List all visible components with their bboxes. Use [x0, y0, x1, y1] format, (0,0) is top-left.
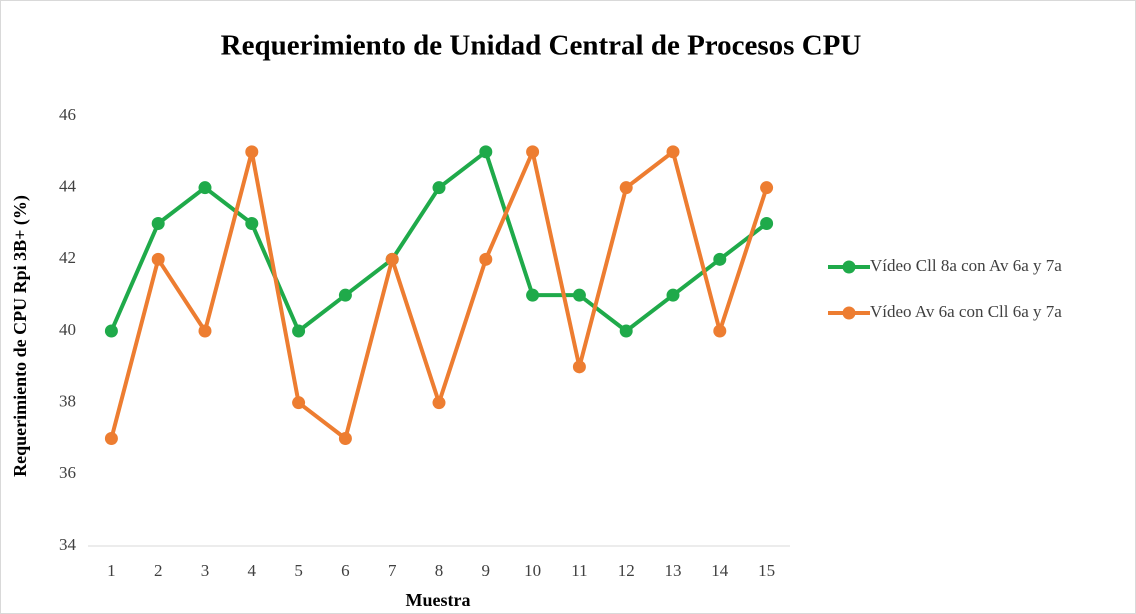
data-point [526, 145, 540, 159]
data-point [104, 432, 118, 445]
y-tick-label: 38 [59, 392, 76, 411]
y-axis-title: Requerimiento de CPU Rpi 3B+ (%) [10, 195, 31, 477]
x-tick-label: 5 [294, 561, 303, 580]
data-point [760, 181, 774, 195]
data-point [432, 181, 446, 195]
legend-marker [842, 306, 856, 320]
y-tick-label: 44 [59, 177, 77, 196]
data-point [713, 252, 727, 266]
x-tick-label: 3 [201, 561, 210, 580]
y-tick-label: 36 [59, 463, 76, 482]
data-point [245, 145, 259, 159]
data-point [385, 252, 399, 266]
data-point [526, 288, 540, 302]
data-point [713, 324, 727, 338]
chart-title: Requerimiento de Unidad Central de Proce… [221, 30, 862, 62]
x-tick-label: 15 [758, 561, 775, 580]
data-point [338, 288, 352, 302]
data-point [666, 145, 680, 159]
data-point [104, 324, 118, 338]
x-tick-label: 4 [248, 561, 257, 580]
y-tick-label: 42 [59, 248, 76, 267]
data-point [151, 252, 165, 266]
x-axis-title: Muestra [406, 590, 471, 610]
data-point [760, 217, 774, 230]
legend-label: Vídeo Av 6a con Cll 6a y 7a [870, 302, 1062, 321]
x-tick-label: 6 [341, 561, 350, 580]
x-tick-label: 14 [711, 561, 729, 580]
data-point [292, 324, 306, 338]
data-point [479, 252, 493, 266]
x-tick-label: 2 [154, 561, 163, 580]
x-tick-label: 11 [571, 561, 587, 580]
data-point [198, 181, 212, 195]
x-tick-label: 10 [524, 561, 541, 580]
y-tick-label: 46 [59, 105, 76, 124]
data-point [572, 360, 586, 374]
y-tick-label: 34 [59, 535, 77, 554]
x-tick-label: 8 [435, 561, 444, 580]
x-tick-label: 12 [618, 561, 635, 580]
data-point [572, 288, 586, 302]
x-tick-label: 9 [482, 561, 491, 580]
data-point [619, 324, 633, 338]
data-point [619, 181, 633, 195]
data-point [245, 217, 259, 230]
data-point [198, 324, 212, 338]
legend-label: Vídeo Cll 8a con Av 6a y 7a [870, 256, 1062, 275]
y-tick-label: 40 [59, 320, 76, 339]
data-point [151, 217, 165, 230]
data-point [479, 145, 493, 159]
data-point [666, 288, 680, 302]
data-point [432, 396, 446, 410]
data-point [338, 432, 352, 445]
x-tick-label: 1 [107, 561, 116, 580]
legend-marker [842, 260, 856, 274]
data-point [292, 396, 306, 410]
x-tick-label: 13 [665, 561, 682, 580]
x-tick-label: 7 [388, 561, 397, 580]
